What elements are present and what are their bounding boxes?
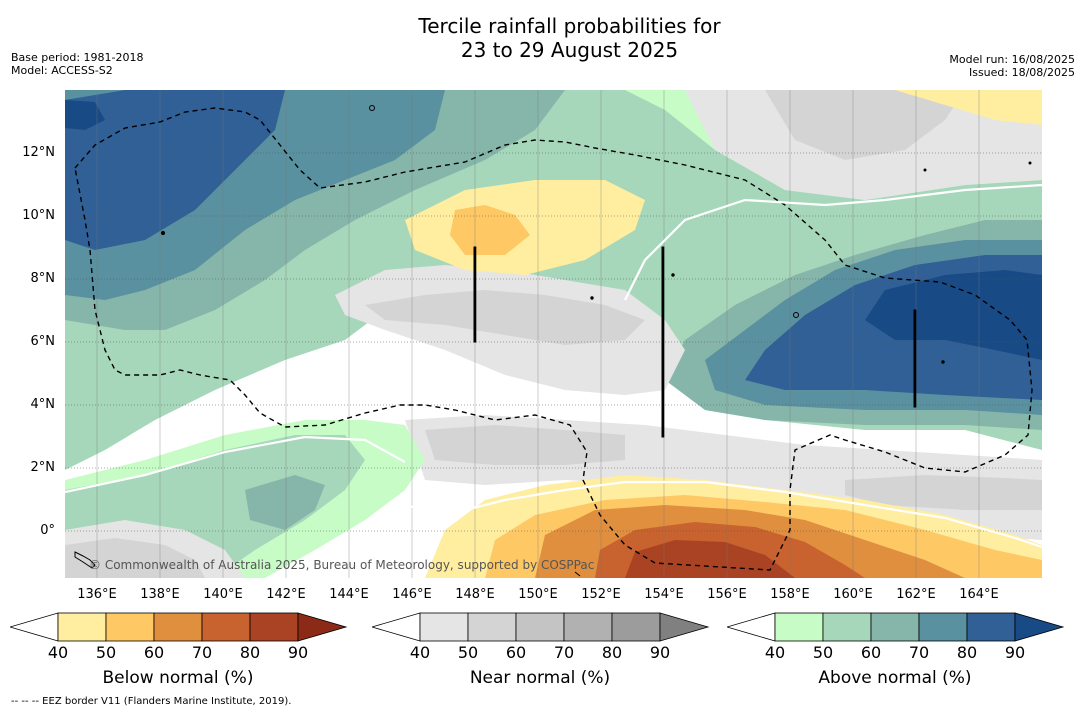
copyright-notice: © Commonwealth of Australia 2025, Bureau… [89,558,595,572]
colorbar-above-normal-bin-5 [966,612,1016,642]
cb1-tick-90: 90 [287,643,309,662]
near-normal-north-east-60 [765,90,965,160]
colorbar-near-normal-bin-3 [515,612,565,642]
lon-label-154e: 154°E [644,587,684,602]
base-period: Base period: 1981-2018 [11,51,144,64]
cb1-tick-60: 60 [143,643,165,662]
contour-separator-south [65,435,1042,549]
lat-label-12n: 12°N [22,145,55,160]
cb3-tick-80: 80 [956,643,978,662]
cb3-tick-60: 60 [860,643,882,662]
lon-label-144e: 144°E [329,587,369,602]
cb2-tick-60: 60 [505,643,527,662]
colorbar-below-normal-min [10,612,59,642]
lon-label-148e: 148°E [455,587,495,602]
colorbar-near-normal-title: Near normal (%) [469,668,611,688]
colorbar-below-normal-bin-5 [249,612,299,642]
colorbar-near-normal-bin-4 [563,612,613,642]
colorbar-above-normal-bin-4 [918,612,968,642]
below-normal-northeast-50 [895,90,1042,125]
colorbar-above-normal-bin-2 [822,612,872,642]
lon-label-146e: 146°E [392,587,432,602]
cb3-tick-90: 90 [1004,643,1026,662]
lon-label-164e: 164°E [959,587,999,602]
cb1-tick-80: 80 [239,643,261,662]
map-gridlines [65,152,1042,532]
lon-label-138e: 138°E [140,587,180,602]
colorbar-near-normal-bin-5 [611,612,661,642]
cb2-tick-40: 40 [409,643,431,662]
model-name: Model: ACCESS-S2 [11,64,113,77]
colorbar-above-normal-max [1014,612,1065,642]
lat-label-0: 0° [40,523,55,538]
colorbar-below-normal [10,612,348,642]
colorbar-near-normal-bin-1 [419,612,469,642]
lat-label-4n: 4°N [30,397,56,412]
colorbar-above-normal [727,612,1065,642]
contour-separator-north [624,183,1042,301]
lon-label-158e: 158°E [770,587,810,602]
eez-footnote: -- -- -- EEZ border V11 (Flanders Marine… [11,696,292,707]
issued-date: Issued: 18/08/2025 [968,66,1075,79]
above-normal-west-max [65,100,105,130]
title-line-2: 23 to 29 August 2025 [460,38,679,62]
colorbar-above-normal-min [727,612,776,642]
island-marks [74,105,1032,577]
near-normal-southeast-60 [845,475,1042,510]
lat-label-8n: 8°N [30,271,56,286]
near-normal-southwest-60 [65,538,205,578]
colorbar-below-normal-bin-3 [153,612,203,642]
meta-left: Base period: 1981-2018 Model: ACCESS-S2 [11,51,143,77]
title-line-1: Tercile rainfall probabilities for [418,14,721,38]
colorbar-above-normal-title: Above normal (%) [818,668,972,688]
colorbar-below-normal-max [297,612,348,642]
cb1-tick-40: 40 [47,643,69,662]
eez-border [74,107,1033,571]
map-area [65,90,1042,578]
cb2-tick-70: 70 [553,643,575,662]
cb1-tick-70: 70 [191,643,213,662]
cb3-tick-50: 50 [812,643,834,662]
lon-label-152e: 152°E [581,587,621,602]
lat-label-2n: 2°N [30,460,56,475]
lon-label-140e: 140°E [203,587,243,602]
near-normal-central-60 [365,290,645,345]
colorbar-near-normal-max [659,612,710,642]
lon-label-136e: 136°E [77,587,117,602]
lon-label-160e: 160°E [833,587,873,602]
cb3-tick-40: 40 [764,643,786,662]
lat-label-6n: 6°N [30,334,56,349]
lon-label-150e: 150°E [518,587,558,602]
colorbar-near-normal [372,612,710,642]
cb2-tick-50: 50 [457,643,479,662]
cb3-tick-70: 70 [908,643,930,662]
colorbar-below-normal-bin-4 [201,612,251,642]
colorbar-near-normal-min [372,612,421,642]
below-normal-north-60 [450,205,530,255]
above-normal-east-max [865,270,1042,360]
colorbar-above-normal-bin-1 [774,612,824,642]
lon-label-142e: 142°E [266,587,306,602]
lat-label-10n: 10°N [22,208,55,223]
cb2-tick-80: 80 [601,643,623,662]
above-normal-top-90 [65,90,285,250]
colorbar-below-normal-bin-2 [105,612,155,642]
cb2-tick-90: 90 [649,643,671,662]
colorbar-below-normal-bin-1 [57,612,107,642]
colorbar-below-normal-title: Below normal (%) [102,668,254,688]
map-svg [65,90,1042,578]
above-normal-south-70 [245,475,325,530]
model-run: Model run: 16/08/2025 [949,53,1075,66]
colorbar-above-normal-bin-3 [870,612,920,642]
cb1-tick-50: 50 [95,643,117,662]
meta-right: Model run: 16/08/2025 Issued: 18/08/2025 [949,53,1075,79]
map-title: Tercile rainfall probabilities for 23 to… [0,14,1085,62]
lon-label-156e: 156°E [707,587,747,602]
colorbar-near-normal-bin-2 [467,612,517,642]
lon-label-162e: 162°E [896,587,936,602]
